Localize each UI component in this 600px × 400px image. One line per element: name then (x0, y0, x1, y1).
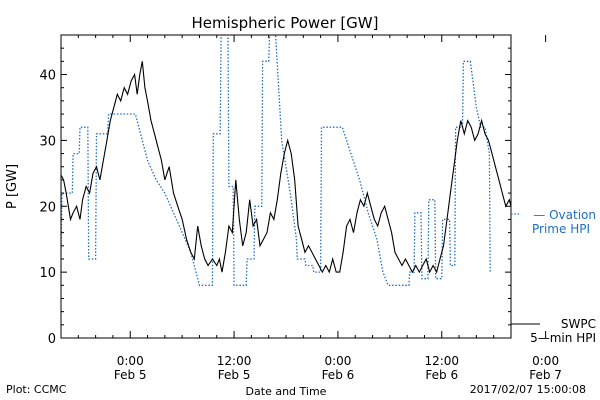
x-tick-time-label: 0:00 (532, 354, 559, 368)
legend-ovation-label-line1: — Ovation (533, 208, 596, 222)
x-tick-time-label: 12:00 (217, 354, 252, 368)
series-ovation-prime-hpi (61, 35, 491, 286)
series-swpc-5min-hpi (61, 61, 511, 274)
legend-ovation-label-line2: Prime HPI (532, 222, 590, 236)
x-axis-label: Date and Time (246, 385, 327, 398)
plot-timestamp: 2017/02/07 15:00:08 (469, 383, 586, 396)
x-tick-date-label: Feb 7 (529, 368, 562, 382)
y-tick-label: 40 (39, 69, 56, 84)
series-layer (61, 35, 511, 286)
x-tick-date-label: Feb 6 (322, 368, 355, 382)
y-axis-label: P [GW] (5, 164, 20, 209)
x-tick-time-label: 0:00 (117, 354, 144, 368)
x-tick-date-label: Feb 5 (218, 368, 251, 382)
legend-swpc-label-line2: 5—min HPI (530, 331, 596, 345)
plot-credit: Plot: CCMC (6, 383, 67, 396)
y-tick-label: 10 (39, 266, 56, 281)
x-tick-date-label: Feb 6 (425, 368, 458, 382)
chart-title: Hemispheric Power [GW] (192, 14, 379, 32)
x-tick-date-label: Feb 5 (114, 368, 147, 382)
y-tick-label: 20 (39, 200, 56, 215)
y-tick-label: 0 (48, 332, 56, 347)
x-tick-time-label: 12:00 (424, 354, 459, 368)
plot-frame (60, 34, 512, 339)
x-tick-time-label: 0:00 (324, 354, 351, 368)
legend-swpc-label-line1: SWPC (561, 317, 596, 331)
y-tick-label: 30 (39, 134, 56, 149)
